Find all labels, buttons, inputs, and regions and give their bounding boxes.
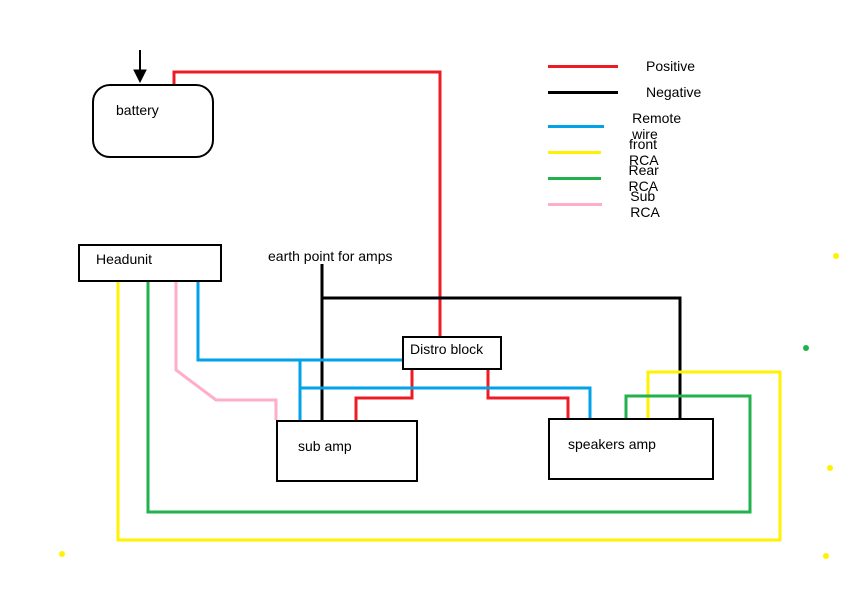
battery-box xyxy=(92,84,214,158)
legend-color-swatch xyxy=(548,177,601,180)
legend-text: Positive xyxy=(646,58,695,74)
legend-item: Sub RCA xyxy=(548,188,676,220)
legend-text: Negative xyxy=(646,84,701,100)
speakers-amp-label: speakers amp xyxy=(568,436,656,452)
earth-point-label: earth point for amps xyxy=(268,248,393,264)
legend-item: Positive xyxy=(548,58,695,74)
headunit-label: Headunit xyxy=(96,251,152,267)
legend-color-swatch xyxy=(548,125,604,128)
legend-color-swatch xyxy=(548,203,602,206)
battery-label: battery xyxy=(116,102,159,118)
legend-color-swatch xyxy=(548,65,618,68)
legend-text: Sub RCA xyxy=(630,188,675,220)
diagram-canvas: battery Headunit Distro block sub amp sp… xyxy=(0,0,863,605)
legend-color-swatch xyxy=(548,91,618,94)
sub-amp-label: sub amp xyxy=(298,438,352,454)
legend-item: Negative xyxy=(548,84,701,100)
legend-color-swatch xyxy=(548,151,601,154)
distro-label: Distro block xyxy=(410,341,483,357)
